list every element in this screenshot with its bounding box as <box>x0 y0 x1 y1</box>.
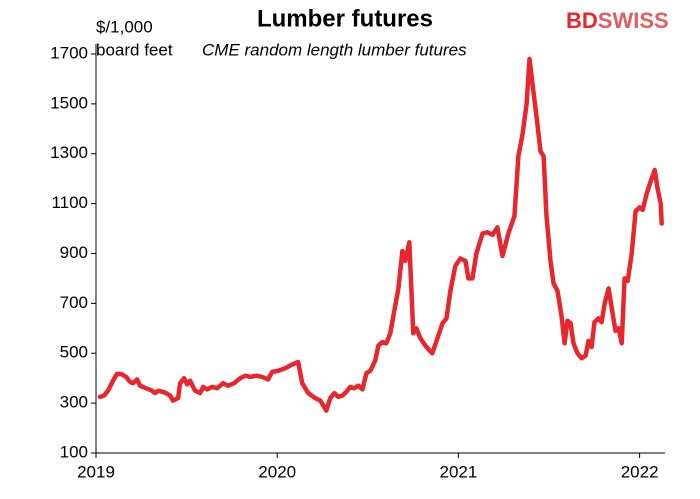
y-tick-label: 1700 <box>50 43 88 62</box>
y-axis-label: $/1,000 <box>96 17 153 36</box>
x-tick-label: 2020 <box>258 462 296 481</box>
y-tick-label: 100 <box>60 442 88 461</box>
logo-part: BD <box>566 8 598 33</box>
y-axis-label: board feet <box>96 40 173 59</box>
y-tick-label: 1100 <box>51 193 88 212</box>
logo: BDSWISS <box>566 8 669 33</box>
y-tick-label: 1500 <box>50 93 88 112</box>
x-tick-label: 2022 <box>621 462 659 481</box>
y-tick-label: 500 <box>60 343 88 362</box>
y-tick-label: 700 <box>60 293 88 312</box>
x-tick-label: 2019 <box>77 462 115 481</box>
y-tick-label: 1300 <box>50 143 88 162</box>
y-tick-label: 300 <box>60 393 88 412</box>
x-tick-label: 2021 <box>440 462 478 481</box>
y-tick-label: 900 <box>60 243 88 262</box>
chart-title: Lumber futures <box>257 5 433 32</box>
logo-part: SWISS <box>598 8 669 33</box>
data-line <box>97 56 664 413</box>
annotation: CME random length lumber futures <box>202 40 467 59</box>
